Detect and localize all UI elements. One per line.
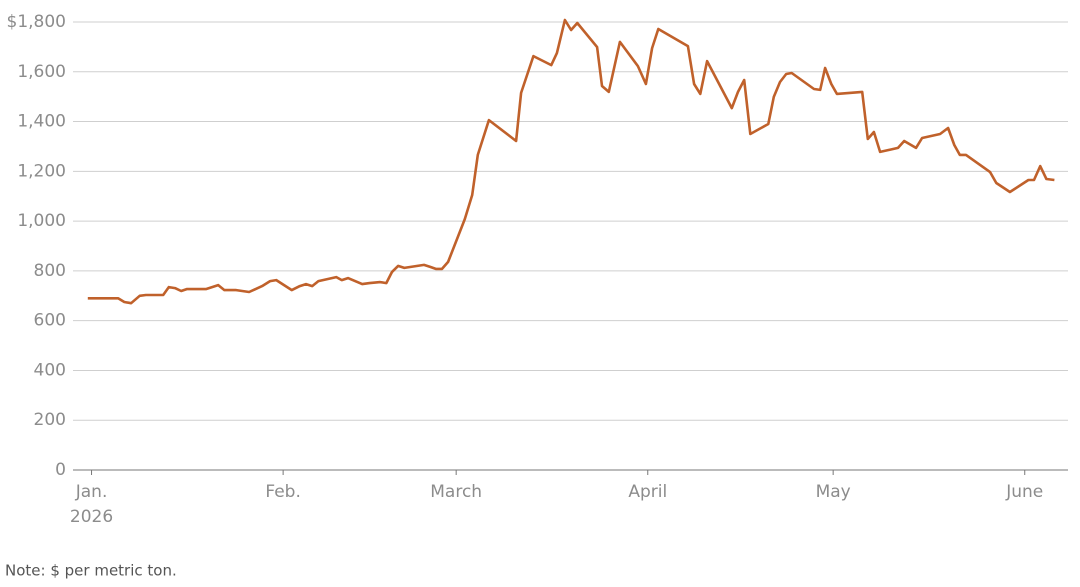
y-tick-label: 200: [34, 410, 66, 430]
y-tick-label: 1,000: [17, 211, 66, 231]
x-year-label: 2026: [70, 507, 113, 527]
x-tick-label: Feb.: [265, 482, 301, 502]
note: Note: $ per metric ton.: [5, 562, 177, 580]
y-tick-label: 800: [34, 261, 66, 281]
y-tick-label: 600: [34, 311, 66, 331]
x-tick-label: Jan.: [75, 482, 108, 502]
y-tick-label: 1,200: [17, 161, 66, 181]
y-tick-label: $1,800: [7, 12, 66, 32]
x-tick-label: March: [430, 482, 482, 502]
x-tick-label: April: [628, 482, 667, 502]
y-tick-label: 400: [34, 360, 66, 380]
price-line: [87, 18, 1055, 305]
x-tick-label: May: [816, 482, 851, 502]
y-tick-label: 1,400: [17, 112, 66, 132]
y-tick-label: 0: [55, 460, 66, 480]
x-tick-label: June: [1005, 482, 1043, 502]
y-tick-label: 1,600: [17, 62, 66, 82]
